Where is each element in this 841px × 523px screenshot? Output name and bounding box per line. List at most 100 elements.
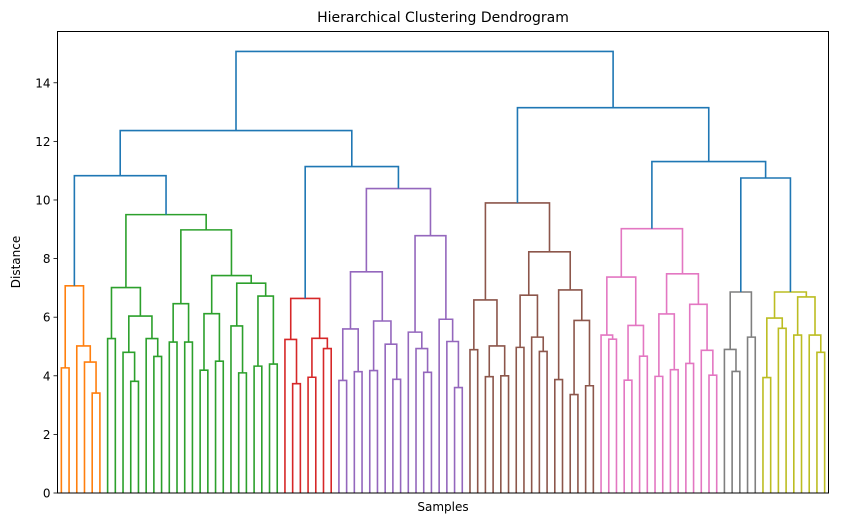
dendrogram-link-29	[284, 338, 298, 493]
dendrogram-link-88	[777, 327, 787, 493]
dendrogram-link-21	[268, 363, 279, 493]
dendrogram-link-72	[627, 324, 645, 381]
dendrogram-link-73	[606, 276, 637, 336]
dendrogram-link-87	[762, 376, 772, 493]
y-tick-label-8: 8	[43, 252, 51, 266]
dendrogram-link-33	[289, 297, 321, 340]
dendrogram-link-31	[322, 347, 333, 493]
y-axis-label: Distance	[9, 236, 23, 288]
dendrogram-link-94	[773, 291, 808, 319]
dendrogram-link-93	[796, 296, 816, 336]
dendrogram-link-36	[341, 328, 359, 381]
dendrogram-link-58	[538, 350, 548, 493]
y-tick-label-6: 6	[43, 311, 51, 325]
y-tick-label-14: 14	[35, 76, 50, 90]
dendrogram-link-20	[253, 365, 263, 493]
dendrogram-link-4	[64, 285, 85, 368]
dendrogram-link-61	[553, 378, 564, 493]
chart-title: Hierarchical Clustering Dendrogram	[317, 10, 569, 26]
dendrogram-link-40	[372, 320, 392, 371]
dendrogram-link-63	[584, 384, 595, 493]
dendrogram-link-76	[658, 313, 676, 377]
dendrogram-link-7	[122, 351, 136, 493]
dendrogram-link-82	[620, 227, 684, 278]
dendrogram-link-68	[607, 338, 618, 493]
dendrogram-link-30	[307, 376, 317, 493]
dendrogram-link-64	[573, 319, 591, 395]
dendrogram-link-42	[422, 371, 433, 493]
dendrogram-link-10	[128, 315, 153, 353]
dendrogram-link-18	[237, 372, 248, 493]
dendrogram-link-9	[145, 337, 159, 493]
x-axis-label: Samples	[417, 500, 468, 514]
dendrogram-link-96	[651, 160, 767, 229]
dendrogram-link-5	[106, 337, 117, 493]
dendrogram-links	[60, 50, 826, 493]
dendrogram-link-80	[688, 303, 708, 364]
dendrogram-link-78	[708, 374, 718, 493]
dendrogram-link-79	[700, 349, 714, 493]
dendrogram-link-22	[257, 295, 275, 367]
dendrogram-link-11	[110, 286, 142, 339]
dendrogram-link-16	[214, 360, 225, 493]
y-tick-label-10: 10	[35, 193, 50, 207]
y-tick-label-0: 0	[43, 487, 51, 501]
dendrogram-link-19	[230, 325, 244, 493]
dendrogram-link-54	[500, 374, 510, 493]
dendrogram-link-28	[291, 382, 302, 493]
dendrogram-link-95	[739, 177, 792, 292]
dendrogram-link-83	[731, 370, 741, 493]
dendrogram-link-52	[469, 348, 479, 493]
dendrogram-link-98	[235, 50, 614, 131]
dendrogram-link-75	[669, 368, 679, 493]
dendrogram-link-8	[153, 355, 163, 493]
dendrogram-link-69	[600, 334, 614, 493]
dendrogram-link-44	[407, 331, 423, 493]
dendrogram-link-23	[235, 282, 267, 326]
dendrogram-link-0	[60, 367, 70, 493]
dendrogram-link-14	[172, 302, 190, 343]
dendrogram-link-15	[199, 369, 209, 493]
y-tick-label-2: 2	[43, 428, 51, 442]
dendrogram-link-32	[311, 337, 329, 378]
dendrogram-link-49	[365, 187, 432, 272]
dendrogram-link-6	[129, 380, 140, 493]
dendrogram-link-57	[515, 346, 525, 493]
dendrogram-link-70	[623, 379, 633, 493]
dendrogram-link-92	[808, 334, 822, 493]
dendrogram-link-34	[338, 379, 348, 493]
dendrogram-link-55	[488, 345, 506, 377]
dendrogram-link-26	[125, 213, 207, 288]
dendrogram-link-81	[665, 273, 700, 314]
y-axis-ticks: 0 2 4 6 8 10 12 14	[35, 76, 58, 501]
dendrogram-link-25	[180, 229, 233, 304]
y-tick-label-12: 12	[35, 135, 50, 149]
dendrogram-link-59	[530, 336, 545, 493]
dendrogram-link-3	[75, 345, 92, 493]
dendrogram-link-46	[446, 340, 460, 493]
dendrogram-link-91	[816, 351, 826, 493]
dendrogram-link-51	[119, 129, 353, 176]
dendrogram-link-74	[654, 375, 664, 493]
dendrogram-link-60	[519, 294, 539, 348]
dendrogram-link-37	[368, 369, 379, 493]
dendrogram-link-97	[516, 106, 710, 203]
dendrogram-link-89	[766, 317, 784, 378]
dendrogram-link-47	[438, 318, 454, 493]
dendrogram-link-85	[746, 336, 757, 493]
dendrogram-link-1	[91, 392, 101, 493]
dendrogram-link-2	[83, 361, 97, 493]
dendrogram-link-71	[638, 355, 649, 493]
dendrogram-link-50	[304, 165, 400, 299]
y-tick-label-4: 4	[43, 369, 51, 383]
dendrogram-link-13	[183, 341, 194, 493]
dendrogram-link-62	[569, 393, 579, 493]
dendrogram-link-12	[168, 341, 178, 493]
dendrogram-link-65	[557, 289, 583, 380]
dendrogram-link-90	[793, 334, 803, 493]
dendrogram-link-39	[384, 343, 398, 493]
dendrogram-link-35	[353, 370, 363, 493]
dendrogram-link-48	[414, 234, 447, 333]
plot-frame	[57, 31, 829, 494]
